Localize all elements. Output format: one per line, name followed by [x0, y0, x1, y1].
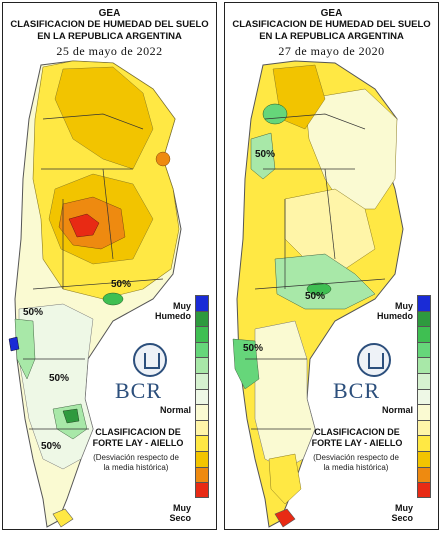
legend-swatch: [417, 419, 431, 436]
classification-line2: FORTE LAY - AIELLO: [92, 438, 184, 448]
legend-very-wet-label: Muy Humedo: [377, 301, 413, 321]
moisture-color-legend: [195, 295, 209, 498]
legend-very-dry-label: Muy Seco: [391, 503, 413, 523]
legend-swatch: [195, 341, 209, 358]
legend-swatch: [417, 372, 431, 389]
bcr-seal-logo: [357, 343, 391, 377]
legend-swatch: [195, 435, 209, 451]
very-wet-spot-coast: [62, 408, 80, 424]
legend-normal-label: Normal: [159, 405, 191, 415]
legend-swatch: [195, 310, 209, 327]
legend-swatch: [195, 419, 209, 436]
isoline-label: 50%: [49, 373, 70, 384]
legend-swatch: [417, 326, 431, 342]
classification-line1: CLASIFICACION DE: [95, 427, 181, 437]
wet-spot-buenos-aires: [102, 292, 124, 306]
wet-zone-pampas: [274, 253, 376, 310]
normal-zone-center: [284, 188, 376, 270]
legend-very-wet-label: Muy Humedo: [155, 301, 191, 321]
classification-line1: CLASIFICACION DE: [314, 427, 400, 437]
legend-swatch: [195, 388, 209, 405]
isoline-label: 50%: [23, 307, 44, 318]
moisture-color-legend: [417, 295, 431, 498]
isoline-label: 50%: [243, 343, 264, 354]
isoline-label: 50%: [41, 441, 62, 452]
argentina-moisture-map: [8, 60, 182, 528]
province-boundaries: [23, 113, 164, 430]
legend-swatch: [417, 482, 431, 498]
legend-swatch: [195, 326, 209, 342]
org-label: GEA: [98, 8, 121, 19]
map-title-line2: EN LA REPUBLICA ARGENTINA: [37, 31, 182, 42]
map-title-line1: CLASIFICACION DE HUMEDAD DEL SUELO: [232, 19, 431, 30]
normal-zone-northeast: [304, 88, 398, 210]
legend-swatch: [417, 404, 431, 420]
map-title-line1: CLASIFICACION DE HUMEDAD DEL SUELO: [10, 19, 209, 30]
legend-swatch: [417, 435, 431, 451]
classification-note2: la media histórica): [323, 463, 389, 472]
legend-swatch: [417, 295, 431, 311]
wet-zone-northwest: [250, 132, 276, 180]
bcr-brand: BCR: [115, 378, 163, 403]
legend-swatch: [195, 357, 209, 373]
extreme-dry-spot: [68, 213, 100, 238]
tierra-del-fuego: [52, 508, 74, 528]
dry-spot-ne: [155, 151, 171, 167]
normal-zone-patagonia: [254, 320, 316, 470]
very-wet-spot-andes: [8, 336, 20, 352]
wet-zone-southwest: [14, 318, 36, 380]
map-date: 27 de mayo de 2020: [278, 44, 385, 58]
wet-zone-southwest: [232, 338, 260, 390]
bcr-brand: BCR: [333, 378, 381, 403]
map-title-line2: EN LA REPUBLICA ARGENTINA: [259, 31, 404, 42]
legend-swatch: [417, 466, 431, 483]
classification-note1: (Desviación respecto de: [313, 453, 399, 462]
isoline-label: 50%: [255, 149, 276, 160]
map-panel-2020: GEA CLASIFICACION DE HUMEDAD DEL SUELO E…: [224, 2, 439, 530]
isoline-label: 50%: [305, 291, 326, 302]
classification-line2: FORTE LAY - AIELLO: [311, 438, 403, 448]
wet-spot-north: [262, 103, 288, 125]
legend-swatch: [195, 404, 209, 420]
legend-swatch: [195, 450, 209, 467]
legend-swatch: [417, 341, 431, 358]
map-date: 25 de mayo de 2022: [56, 44, 163, 58]
legend-swatch: [417, 310, 431, 327]
legend-swatch: [195, 372, 209, 389]
province-boundaries: [245, 113, 386, 430]
legend-swatch: [195, 295, 209, 311]
legend-swatch: [417, 357, 431, 373]
legend-swatch: [417, 450, 431, 467]
legend-swatch: [195, 466, 209, 483]
legend-swatch: [195, 482, 209, 498]
tierra-del-fuego: [274, 508, 296, 528]
bcr-seal-logo: [133, 343, 167, 377]
map-panel-2022: GEA CLASIFICACION DE HUMEDAD DEL SUELO E…: [2, 2, 217, 530]
legend-swatch: [417, 388, 431, 405]
isoline-label: 50%: [111, 279, 132, 290]
legend-very-dry-label: Muy Seco: [169, 503, 191, 523]
classification-note2: la media histórica): [103, 463, 169, 472]
org-label: GEA: [320, 8, 343, 19]
dry-zone-south: [268, 453, 302, 505]
argentina-moisture-map: [232, 60, 404, 528]
legend-normal-label: Normal: [381, 405, 413, 415]
classification-note1: (Desviación respecto de: [93, 453, 179, 462]
very-wet-spot-pampas: [306, 282, 332, 296]
